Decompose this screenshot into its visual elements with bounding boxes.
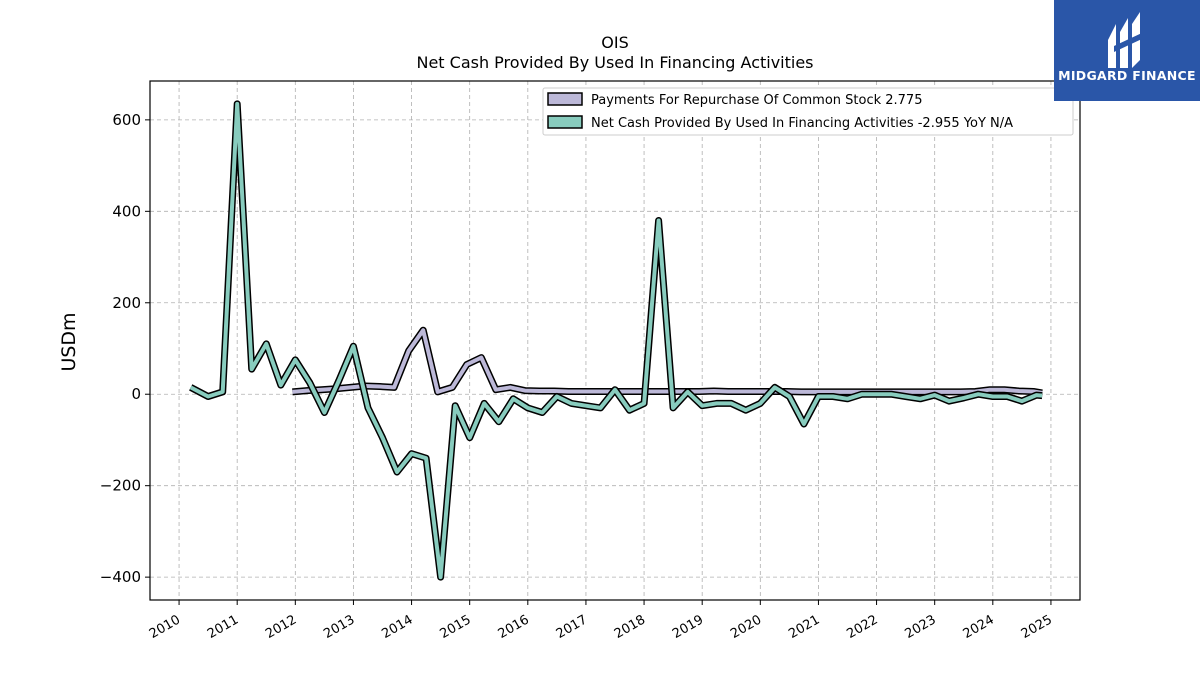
x-tick-label: 2020 bbox=[728, 612, 764, 642]
x-tick-label: 2014 bbox=[379, 612, 415, 642]
plot-area-frame bbox=[149, 80, 1081, 601]
x-tick-label: 2021 bbox=[786, 612, 822, 642]
legend-swatch-repurchase bbox=[547, 92, 583, 106]
x-tick-label: 2023 bbox=[903, 612, 939, 642]
series-outline bbox=[189, 100, 1043, 581]
chart-subtitle: Net Cash Provided By Used In Financing A… bbox=[416, 53, 813, 72]
x-tick-label: 2024 bbox=[961, 612, 997, 642]
series-financing-line bbox=[189, 100, 1043, 581]
y-tick-label: 0 bbox=[131, 385, 141, 403]
x-axis: 2010 2011 2012 2013 2014 2015 2016 2017 2018 2019… bbox=[147, 600, 1055, 642]
grid bbox=[150, 81, 1080, 600]
logo-text: MIDGARD FINANCE bbox=[1058, 68, 1196, 83]
x-tick-label: 2019 bbox=[670, 612, 706, 642]
midgard-finance-logo: MIDGARD FINANCE bbox=[1054, 0, 1200, 101]
chart-title: OIS bbox=[601, 33, 628, 52]
legend-box bbox=[542, 87, 1074, 136]
x-tick-label: 2018 bbox=[612, 612, 648, 642]
legend-label-repurchase: Payments For Repurchase Of Common Stock … bbox=[591, 93, 922, 108]
x-tick-label: 2012 bbox=[263, 612, 299, 642]
legend-label-financing: Net Cash Provided By Used In Financing A… bbox=[591, 116, 1013, 131]
x-tick-label: 2011 bbox=[205, 612, 241, 642]
y-tick-label: −200 bbox=[100, 477, 141, 495]
series-layer bbox=[189, 100, 1043, 581]
y-tick-label: −400 bbox=[100, 568, 141, 586]
y-axis: −400 −200 0 200 400 600 bbox=[100, 111, 150, 586]
x-tick-label: 2013 bbox=[321, 612, 357, 642]
y-tick-label: 400 bbox=[112, 202, 141, 220]
x-tick-label: 2017 bbox=[554, 612, 590, 642]
legend: Payments For Repurchase Of Common Stock … bbox=[542, 87, 1074, 136]
legend-swatch-financing bbox=[547, 115, 583, 129]
series-line bbox=[189, 101, 1043, 580]
logo-mark-icon bbox=[1108, 12, 1144, 68]
x-tick-label: 2016 bbox=[496, 612, 532, 642]
x-tick-label: 2010 bbox=[147, 612, 183, 642]
x-tick-label: 2025 bbox=[1019, 612, 1055, 642]
x-tick-label: 2015 bbox=[438, 612, 474, 642]
x-tick-label: 2022 bbox=[844, 612, 880, 642]
y-tick-label: 200 bbox=[112, 294, 141, 312]
y-tick-label: 600 bbox=[112, 111, 141, 129]
y-axis-label: USDm bbox=[58, 312, 80, 371]
